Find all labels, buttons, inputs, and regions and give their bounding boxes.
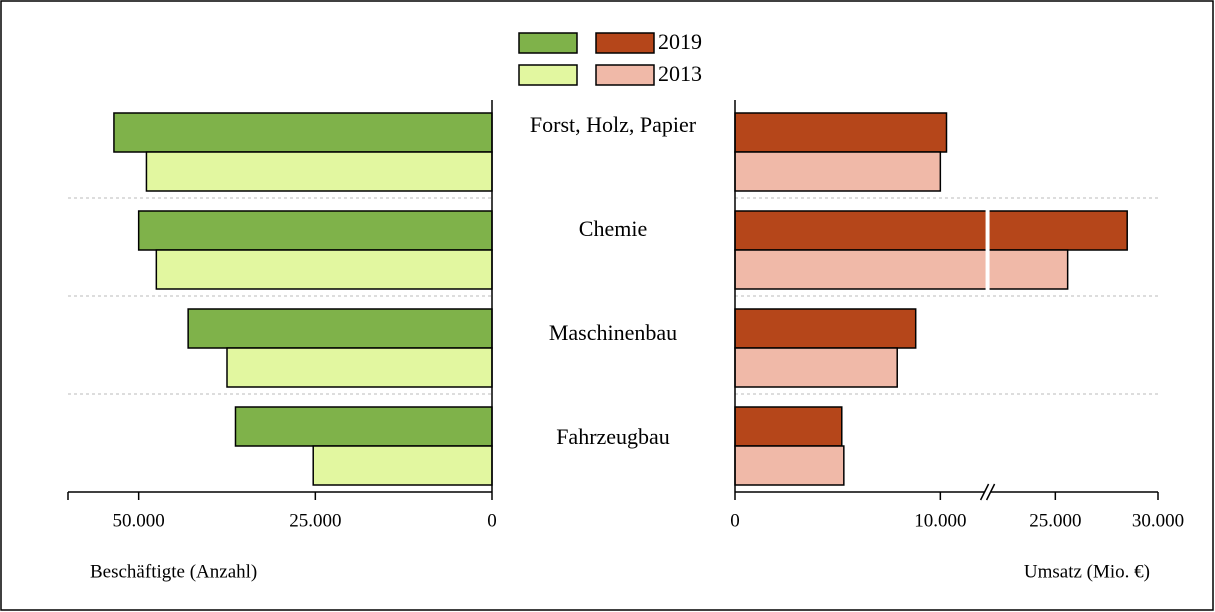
x-tick-label: 10.000 [914, 510, 966, 531]
bar-break-gap [985, 249, 990, 290]
x-tick-label: 30.000 [1132, 510, 1184, 531]
bar [734, 112, 948, 153]
bar [137, 210, 493, 251]
x-tick-label: 0 [730, 510, 740, 531]
bar [226, 347, 493, 388]
legend-label: 2019 [658, 29, 702, 54]
bar [155, 249, 493, 290]
bar [734, 308, 917, 349]
x-tick-label: 25.000 [289, 510, 341, 531]
bar [234, 406, 493, 447]
bar [734, 210, 1128, 251]
x-tick-label: 0 [487, 510, 497, 531]
x-tick-label: 25.000 [1029, 510, 1081, 531]
x-tick-label: 50.000 [113, 510, 165, 531]
bar [113, 112, 493, 153]
bar [734, 151, 942, 192]
bar [734, 249, 1069, 290]
axis-break-mark [979, 483, 990, 501]
bar [734, 445, 845, 486]
category-label: Forst, Holz, Papier [530, 112, 697, 137]
axis-break-mark [985, 483, 996, 501]
bar [187, 308, 493, 349]
legend-swatch [518, 32, 578, 54]
x-axis-label: Beschäftigte (Anzahl) [90, 561, 257, 582]
legend-swatch [595, 64, 655, 86]
legend-swatch [518, 64, 578, 86]
category-label: Maschinenbau [549, 320, 677, 345]
x-axis-label: Umsatz (Mio. €) [1024, 561, 1150, 582]
category-label: Chemie [579, 216, 647, 241]
bar [734, 347, 898, 388]
bar [734, 406, 843, 447]
bar [145, 151, 493, 192]
legend-label: 2013 [658, 61, 702, 86]
bar [312, 445, 493, 486]
category-label: Fahrzeugbau [556, 424, 670, 449]
bar-break-gap [985, 210, 990, 251]
legend-swatch [595, 32, 655, 54]
